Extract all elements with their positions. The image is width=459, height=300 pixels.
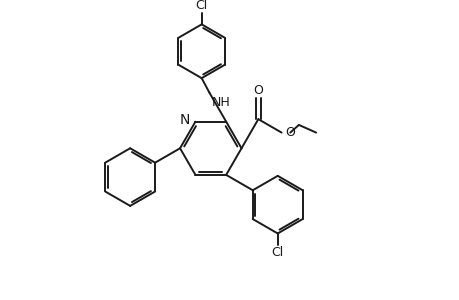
Text: NH: NH: [211, 96, 230, 110]
Text: Cl: Cl: [195, 0, 207, 12]
Text: O: O: [285, 126, 295, 139]
Text: O: O: [253, 84, 263, 97]
Text: N: N: [179, 113, 189, 127]
Text: Cl: Cl: [271, 246, 283, 259]
